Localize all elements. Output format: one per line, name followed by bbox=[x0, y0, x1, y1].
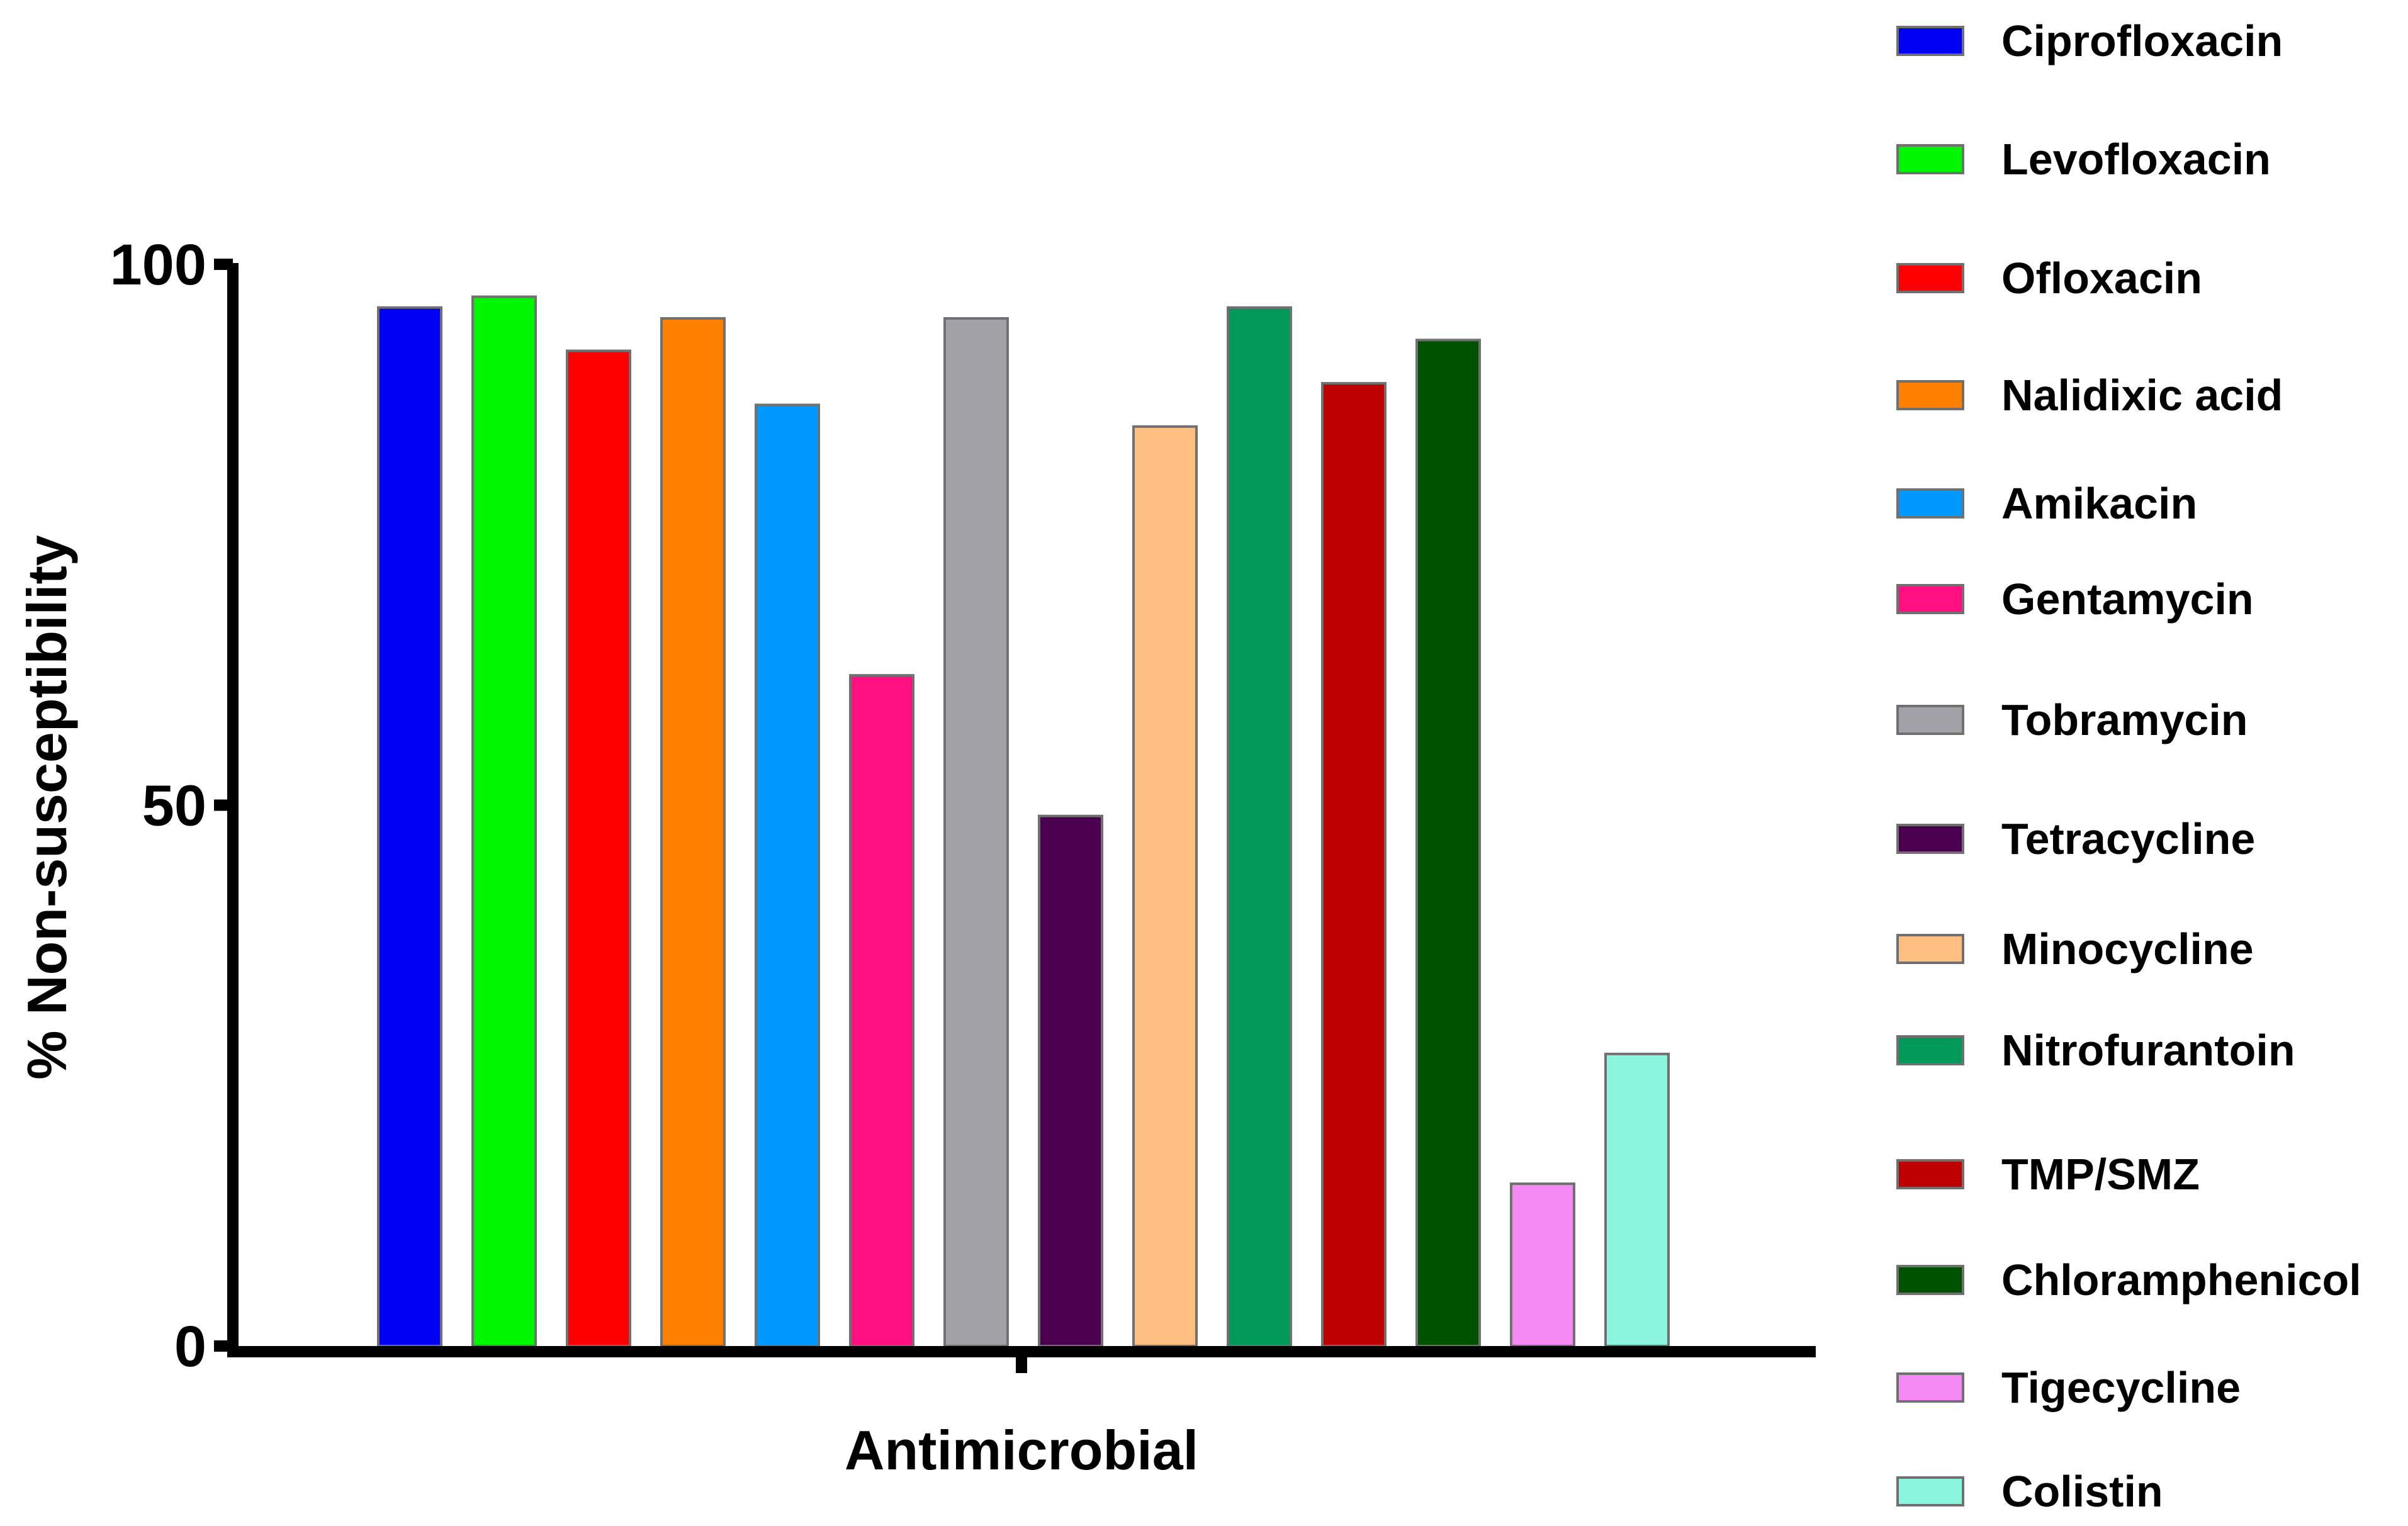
legend-swatch-tobramycin bbox=[1896, 705, 1964, 735]
bar-tetracycline bbox=[1038, 814, 1103, 1347]
legend-swatch-tmp-smz bbox=[1896, 1159, 1964, 1189]
y-tick-label: 50 bbox=[142, 774, 206, 838]
legend-swatch-nitrofurantoin bbox=[1896, 1035, 1964, 1065]
legend-label-tigecycline: Tigecycline bbox=[2001, 1363, 2241, 1412]
legend-swatch-amikacin bbox=[1896, 488, 1964, 519]
bar-minocycline bbox=[1132, 425, 1198, 1347]
legend-swatch-ofloxacin bbox=[1896, 263, 1964, 293]
legend-label-tmp-smz: TMP/SMZ bbox=[2001, 1150, 2200, 1199]
legend-label-nalidixic-acid: Nalidixic acid bbox=[2001, 371, 2283, 420]
legend-swatch-chloramphenicol bbox=[1896, 1265, 1964, 1295]
legend-label-levofloxacin: Levofloxacin bbox=[2001, 135, 2271, 184]
legend-label-minocycline: Minocycline bbox=[2001, 924, 2254, 973]
legend-label-ciprofloxacin: Ciprofloxacin bbox=[2001, 16, 2283, 65]
bar-colistin bbox=[1604, 1052, 1670, 1347]
bar-gentamycin bbox=[849, 674, 914, 1347]
bars-group bbox=[377, 295, 1670, 1348]
y-axis-title: % Non-susceptibility bbox=[16, 535, 78, 1079]
legend-swatch-gentamycin bbox=[1896, 584, 1964, 614]
bar-chloramphenicol bbox=[1415, 339, 1481, 1348]
legend-swatch-minocycline bbox=[1896, 934, 1964, 964]
legend-swatch-tigecycline bbox=[1896, 1372, 1964, 1403]
bar-nitrofurantoin bbox=[1227, 306, 1292, 1347]
legend-swatch-ciprofloxacin bbox=[1896, 26, 1964, 56]
bar-tmp-smz bbox=[1321, 382, 1387, 1348]
legend-label-nitrofurantoin: Nitrofurantoin bbox=[2001, 1026, 2295, 1075]
legend-swatch-tetracycline bbox=[1896, 824, 1964, 854]
bar-tobramycin bbox=[943, 317, 1009, 1348]
legend-label-ofloxacin: Ofloxacin bbox=[2001, 254, 2202, 303]
legend-label-tobramycin: Tobramycin bbox=[2001, 695, 2248, 744]
bar-levofloxacin bbox=[471, 295, 537, 1348]
bar-ofloxacin bbox=[566, 349, 631, 1347]
legend-label-chloramphenicol: Chloramphenicol bbox=[2001, 1255, 2361, 1304]
legend: Ciprofloxacin Levofloxacin Ofloxacin Nalidi… bbox=[1896, 16, 2361, 1516]
legend-label-colistin: Colistin bbox=[2001, 1467, 2163, 1516]
legend-swatch-levofloxacin bbox=[1896, 144, 1964, 174]
legend-label-tetracycline: Tetracycline bbox=[2001, 814, 2255, 863]
x-axis-title: Antimicrobial bbox=[845, 1419, 1198, 1481]
legend-label-amikacin: Amikacin bbox=[2001, 479, 2197, 528]
bar-amikacin bbox=[755, 403, 820, 1347]
legend-label-gentamycin: Gentamycin bbox=[2001, 575, 2254, 624]
bar-nalidixic-acid bbox=[660, 317, 726, 1348]
legend-swatch-nalidixic-acid bbox=[1896, 380, 1964, 410]
legend-swatch-colistin bbox=[1896, 1476, 1964, 1506]
y-tick-label: 100 bbox=[110, 233, 207, 297]
y-tick-label: 0 bbox=[174, 1315, 206, 1379]
bar-ciprofloxacin bbox=[377, 306, 442, 1347]
bar-tigecycline bbox=[1510, 1182, 1575, 1348]
y-ticks-group: 0 50 100 bbox=[110, 233, 233, 1379]
